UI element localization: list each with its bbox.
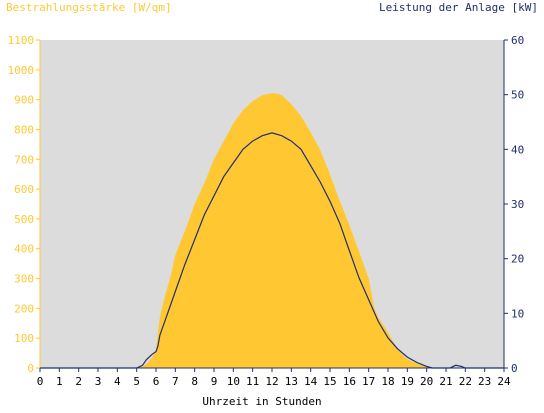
- left-tick-label: 900: [14, 94, 34, 107]
- right-tick-label: 20: [511, 253, 524, 266]
- left-tick-label: 300: [14, 273, 34, 286]
- x-tick-label: 21: [439, 375, 452, 388]
- x-tick-label: 0: [37, 375, 44, 388]
- right-axis-title: Leistung der Anlage [kW]: [379, 1, 538, 14]
- right-axis-ticks: 0 10 20 30 40 50 60: [504, 34, 524, 375]
- x-tick-label: 13: [285, 375, 298, 388]
- right-tick-label: 0: [511, 362, 518, 375]
- x-tick-label: 7: [172, 375, 179, 388]
- x-tick-label: 5: [133, 375, 140, 388]
- left-tick-label: 1100: [8, 34, 35, 47]
- left-tick-label: 200: [14, 302, 34, 315]
- x-tick-label: 10: [227, 375, 240, 388]
- x-tick-label: 16: [343, 375, 356, 388]
- x-tick-label: 1: [56, 375, 63, 388]
- x-tick-label: 22: [459, 375, 472, 388]
- right-tick-label: 60: [511, 34, 524, 47]
- x-tick-label: 24: [497, 375, 511, 388]
- x-tick-label: 12: [265, 375, 278, 388]
- x-tick-label: 6: [153, 375, 160, 388]
- x-tick-label: 23: [478, 375, 491, 388]
- power-line-layer: [40, 132, 504, 369]
- irradiance-area: [40, 93, 504, 368]
- x-tick-label: 14: [304, 375, 318, 388]
- right-tick-label: 10: [511, 307, 524, 320]
- x-tick-label: 17: [362, 375, 375, 388]
- left-tick-label: 100: [14, 332, 34, 345]
- x-axis-ticks: 0 1 2 3 4 5 6 7 8 9 10 11 12 13 14 15 16 17 18 19 20 21 22 23 24: [37, 368, 511, 388]
- left-tick-label: 600: [14, 183, 34, 196]
- x-tick-label: 9: [211, 375, 218, 388]
- left-tick-label: 500: [14, 213, 34, 226]
- x-tick-label: 2: [75, 375, 82, 388]
- left-tick-label: 700: [14, 153, 34, 166]
- x-tick-label: 20: [420, 375, 433, 388]
- left-tick-label: 800: [14, 123, 34, 136]
- irradiance-area-layer: [40, 93, 504, 368]
- x-tick-label: 3: [95, 375, 102, 388]
- x-tick-label: 4: [114, 375, 121, 388]
- x-tick-label: 18: [381, 375, 394, 388]
- x-tick-label: 11: [246, 375, 259, 388]
- x-axis-title: Uhrzeit in Stunden: [202, 395, 321, 408]
- right-tick-label: 50: [511, 89, 524, 102]
- x-tick-label: 8: [191, 375, 198, 388]
- right-tick-label: 30: [511, 198, 524, 211]
- right-tick-label: 40: [511, 143, 524, 156]
- left-tick-label: 400: [14, 243, 34, 256]
- power-line: [40, 132, 504, 369]
- left-axis-title: Bestrahlungsstärke [W/qm]: [6, 1, 172, 14]
- x-tick-label: 15: [323, 375, 336, 388]
- left-tick-label: 0: [27, 362, 34, 375]
- x-tick-label: 19: [401, 375, 414, 388]
- left-tick-label: 1000: [8, 64, 35, 77]
- left-axis-ticks: 0 100 200 300 400 500 600 700 800 900 1000 1100: [8, 34, 40, 375]
